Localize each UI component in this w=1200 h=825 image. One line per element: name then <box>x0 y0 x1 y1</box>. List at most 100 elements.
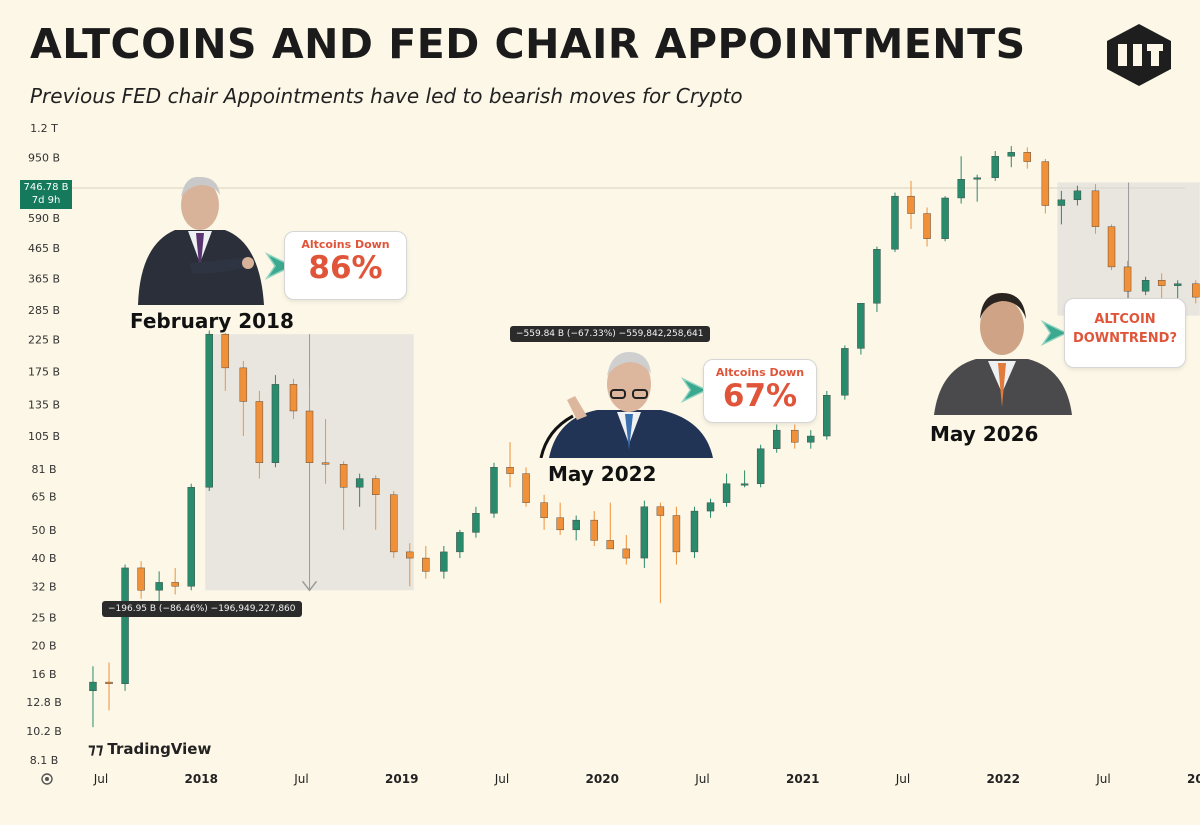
candle <box>289 378 298 420</box>
y-tick-label: 65 B <box>31 491 56 504</box>
candle <box>271 375 280 468</box>
y-tick-label: 465 B <box>28 242 60 255</box>
callout-2026-line2: DOWNTREND? <box>1072 331 1178 346</box>
candles <box>89 146 1200 728</box>
candle-body <box>339 464 348 488</box>
candle <box>506 442 514 488</box>
candle-body <box>1057 199 1066 206</box>
candle <box>706 498 715 518</box>
candle-body <box>672 515 681 553</box>
x-tick-label: 2019 <box>385 772 418 786</box>
candle-body <box>89 681 97 692</box>
measure-arrow-head-0 <box>301 580 318 592</box>
candle-body <box>857 303 865 349</box>
candle-body <box>923 213 931 239</box>
candle-body <box>640 506 649 559</box>
candle <box>807 430 815 449</box>
candle <box>137 561 145 599</box>
candle <box>371 475 380 530</box>
candle <box>740 470 749 488</box>
candle-body <box>121 567 129 684</box>
candle-body <box>255 401 264 463</box>
gear-icon[interactable] <box>40 772 54 786</box>
callout-2026-line1: ALTCOIN <box>1094 312 1156 327</box>
candle-body <box>807 435 815 443</box>
candle <box>823 390 831 440</box>
candle-body <box>205 333 213 488</box>
candle-body <box>390 494 398 553</box>
candle <box>656 502 665 604</box>
candle-body <box>406 551 414 559</box>
candle <box>105 662 113 711</box>
candle-body <box>957 179 965 199</box>
candle-body <box>1073 190 1082 201</box>
y-tick-label: 32 B <box>31 580 56 593</box>
measure-label-2018: −196.95 B (−86.46%) −196,949,227,860 <box>102 601 302 617</box>
y-tick-label: 8.1 B <box>30 754 59 767</box>
x-tick-label: 2022 <box>987 772 1020 786</box>
arrow-right-icon <box>1040 320 1068 346</box>
candle <box>390 490 398 559</box>
x-tick-label: 2018 <box>185 772 218 786</box>
callout-2026: ALTCOIN DOWNTREND? <box>1064 298 1186 368</box>
candle-body <box>722 483 731 503</box>
brand-logo-icon <box>1107 24 1171 86</box>
candle <box>957 156 965 204</box>
candle <box>89 666 97 728</box>
candle <box>572 515 580 541</box>
candle <box>857 303 865 355</box>
x-tick-label: Jul <box>93 772 108 786</box>
candle <box>1023 147 1032 169</box>
fed-chair-2026-photo <box>934 293 1072 415</box>
callout-2022: Altcoins Down 67% <box>703 359 817 423</box>
tradingview-icon: ⁊⁊ <box>88 740 104 758</box>
candle-body <box>239 367 248 402</box>
candle <box>907 180 915 229</box>
y-tick-label: 40 B <box>31 552 56 565</box>
y-tick-label: 50 B <box>31 524 56 537</box>
candle-body <box>271 384 280 463</box>
candle <box>1091 184 1100 234</box>
candle-body <box>221 333 230 369</box>
candle-body <box>941 197 949 239</box>
candle <box>1041 158 1050 214</box>
candle <box>672 506 681 565</box>
candle-body <box>472 513 480 533</box>
candle-body <box>171 582 179 587</box>
candle-body <box>590 519 598 541</box>
y-tick-label: 1.2 T <box>30 122 58 135</box>
y-tick-label: 285 B <box>28 304 60 317</box>
candle-body <box>1023 152 1032 162</box>
candle-body <box>823 395 831 437</box>
x-tick-label: Jul <box>694 772 709 786</box>
candle-body <box>656 506 665 516</box>
candle <box>772 424 781 453</box>
candle <box>422 546 430 579</box>
candle <box>873 246 881 313</box>
candle <box>1157 273 1166 300</box>
candle <box>640 500 649 568</box>
candle <box>121 564 129 691</box>
candle <box>472 506 480 538</box>
x-tick-label: Jul <box>494 772 509 786</box>
candle <box>255 390 264 479</box>
candle-body <box>791 429 799 443</box>
candle <box>1192 280 1200 304</box>
measure-label-2022: −559.84 B (−67.33%) −559,842,258,641 <box>510 326 710 342</box>
candle-body <box>740 483 749 486</box>
candle <box>1007 146 1015 168</box>
y-tick-label: 81 B <box>31 463 56 476</box>
candle-body <box>706 502 715 512</box>
candle-body <box>1192 283 1200 298</box>
y-tick-label: 135 B <box>28 398 60 411</box>
y-tick-label: 20 B <box>31 640 56 653</box>
y-tick-label: 105 B <box>28 430 60 443</box>
candle <box>556 502 564 536</box>
candle <box>239 361 248 437</box>
candle <box>522 467 530 507</box>
candle <box>1173 280 1182 300</box>
candle-body <box>155 582 163 591</box>
current-price-countdown: 7d 9h <box>31 195 61 206</box>
tradingview-text: TradingView <box>107 740 212 758</box>
